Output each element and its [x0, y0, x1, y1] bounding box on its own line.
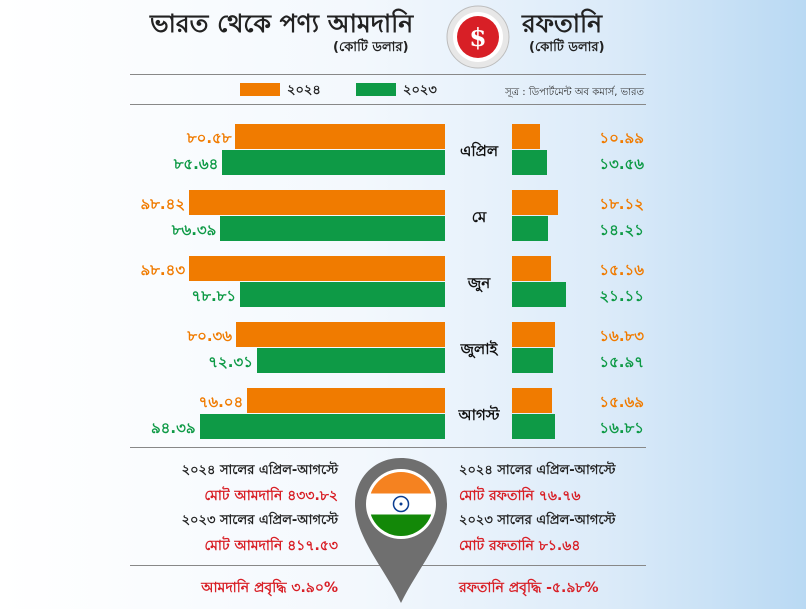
- import-bar-2024: [247, 388, 445, 413]
- import-2023-total: মোট আমদানি ৪১৭.৫৩: [204, 538, 338, 554]
- export-title: রফতানি: [522, 9, 603, 38]
- export-value-label-2023: ১৪.২১: [599, 221, 644, 239]
- export-2023-total: মোট রফতানি ৮১.৬৪: [459, 538, 581, 554]
- export-bar-2023: [512, 216, 549, 241]
- import-2024-period: ২০২৪ সালের এপ্রিল-আগস্টে: [181, 463, 338, 478]
- import-value-label-2024: ৯৮.৪২: [140, 195, 186, 213]
- chart-bottom-divider: [130, 447, 646, 448]
- export-bar-2024: [512, 190, 559, 215]
- import-value-label-2023: ৮৬.৩৯: [171, 221, 217, 239]
- export-value-label-2024: ১৮.১২: [599, 195, 644, 213]
- source-note: সূত্র : ডিপার্টমেন্ট অব কমার্স, ভারত: [505, 87, 644, 98]
- export-unit: (কোটি ডলার): [529, 40, 605, 55]
- import-value-label-2023: ৭৮.৮১: [191, 287, 237, 305]
- legend-label-2023: ২০২৩: [403, 83, 437, 98]
- month-label: আগস্ট: [458, 406, 500, 424]
- month-label: জুন: [467, 274, 491, 292]
- import-value-label-2024: ৯৮.৪৩: [140, 261, 186, 279]
- export-bar-2024: [512, 388, 552, 413]
- legend-label-2024: ২০২৪: [287, 83, 321, 98]
- dollar-symbol: $: [469, 23, 486, 52]
- export-2024-total: মোট রফতানি ৭৬.৭৬: [459, 488, 581, 504]
- export-bar-2024: [512, 124, 541, 149]
- import-bar-2024: [189, 190, 445, 215]
- month-label: মে: [471, 208, 487, 226]
- import-value-label-2024: ৮০.৫৮: [186, 129, 232, 147]
- month-label: জুলাই: [460, 340, 498, 358]
- dollar-coin-icon: $: [446, 5, 510, 69]
- export-value-label-2024: ১৫.৬৯: [599, 393, 644, 411]
- export-bar-2024: [512, 322, 555, 347]
- import-bar-2023: [199, 414, 445, 439]
- export-value-label-2023: ১৬.৮১: [599, 419, 644, 437]
- import-value-label-2023: ৮৫.৬৪: [173, 155, 219, 173]
- import-title: ভারত থেকে পণ্য আমদানি: [150, 9, 414, 38]
- export-value-label-2023: ২১.১১: [599, 287, 644, 305]
- export-growth: রফতানি প্রবৃদ্ধি -৫.৯৮%: [459, 580, 599, 596]
- import-value-label-2023: ৯৪.৩৯: [150, 419, 196, 437]
- export-value-label-2024: ১০.৯৯: [599, 129, 644, 147]
- import-growth: আমদানি প্রবৃদ্ধি ৩.৯০%: [201, 580, 338, 596]
- import-value-label-2023: ৭২.৩১: [208, 353, 253, 371]
- legend-swatch-2024: [240, 83, 280, 96]
- import-2023-period: ২০২৩ সালের এপ্রিল-আগস্টে: [181, 513, 338, 528]
- import-value-label-2024: ৮০.৩৬: [187, 327, 233, 345]
- month-label: এপ্রিল: [459, 142, 499, 160]
- export-value-label-2023: ১৫.৯৭: [599, 353, 644, 371]
- header-divider: [130, 74, 646, 75]
- import-bar-2024: [236, 322, 445, 347]
- india-flag-map-pin-icon: [352, 456, 450, 605]
- export-2023-period: ২০২৩ সালের এপ্রিল-আগস্টে: [459, 513, 616, 528]
- legend-divider: [130, 104, 646, 105]
- import-value-label-2024: ৭৬.০৪: [198, 393, 244, 411]
- import-bar-2023: [240, 282, 445, 307]
- export-value-label-2024: ১৬.৮৩: [599, 327, 644, 345]
- import-bar-2023: [220, 216, 445, 241]
- export-value-label-2024: ১৫.১৬: [599, 261, 644, 279]
- import-2024-total: মোট আমদানি ৪৩৩.৮২: [204, 488, 338, 504]
- export-bar-2023: [512, 414, 555, 439]
- export-bar-2023: [512, 348, 553, 373]
- export-bar-2023: [512, 282, 566, 307]
- legend-swatch-2023: [356, 83, 396, 96]
- import-bar-2024: [189, 256, 445, 281]
- export-2024-period: ২০২৪ সালের এপ্রিল-আগস্টে: [459, 463, 616, 478]
- import-bar-2023: [256, 348, 445, 373]
- import-unit: (কোটি ডলার): [333, 40, 409, 55]
- export-bar-2024: [512, 256, 551, 281]
- import-bar-2023: [222, 150, 445, 175]
- export-bar-2023: [512, 150, 547, 175]
- import-bar-2024: [235, 124, 445, 149]
- export-value-label-2023: ১৩.৫৬: [599, 155, 644, 173]
